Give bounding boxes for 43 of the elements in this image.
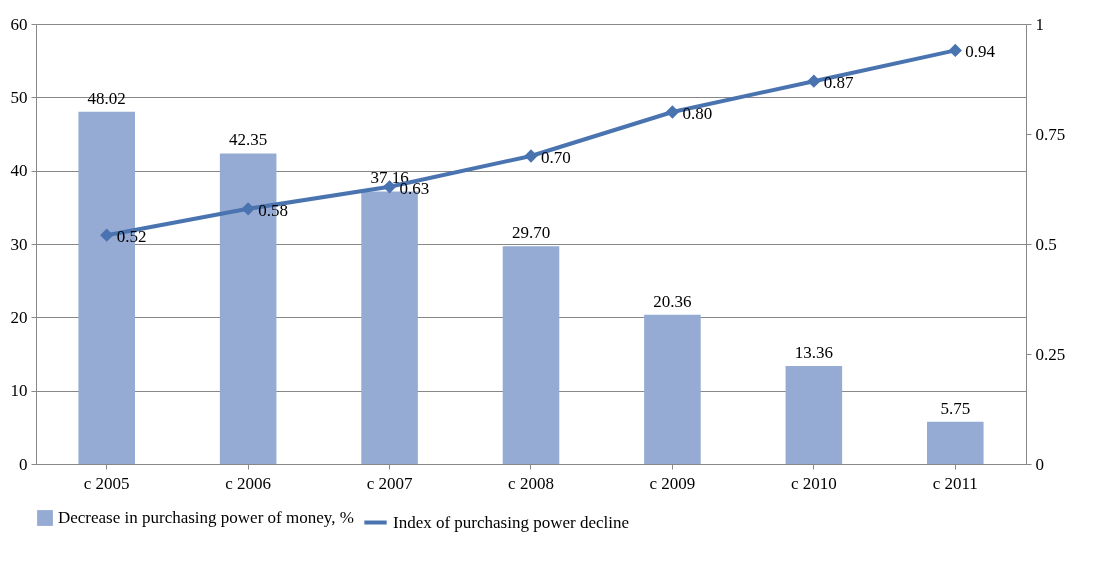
x-tick-label: c 2010 [790,473,837,493]
x-tick-label: c 2008 [508,473,554,493]
y2-tick-label: 1 [1035,14,1044,34]
data-label: 13.36 [794,343,833,363]
data-label: 29.70 [511,223,551,243]
data-label: 42.35 [229,130,268,150]
data-label: 0.52 [116,227,147,247]
y-tick-label: 20 [10,307,28,327]
point [666,105,679,119]
data-label: 48.02 [87,88,126,108]
y-tick-label: 60 [10,14,28,34]
x-tick-label: c 2006 [225,473,272,493]
y-tick-label: 50 [10,87,28,107]
x-tick-label: c 2007 [366,473,413,493]
y2-tick-label: 0 [1035,454,1044,474]
y2-tick-label: 0.75 [1035,124,1066,144]
y2-tick-label: 0.25 [1035,344,1066,364]
bar [644,314,701,464]
y-tick-label: 30 [10,234,28,254]
data-label: 0.87 [823,73,855,93]
point [241,202,255,216]
point [949,44,962,57]
x-tick-label: c 2011 [932,473,978,493]
data-label: 0.94 [965,42,996,62]
legend-label: Index of purchasing power decline [393,512,630,532]
data-label: 5.75 [940,398,971,418]
data-label: 0.80 [682,104,713,123]
point [524,149,538,163]
x-tick-label: c 2009 [649,473,696,493]
point [807,74,821,88]
x-tick-label: c 2005 [83,473,130,493]
y-tick-label: 10 [10,381,28,401]
legend-label: Decrease in purchasing power of money, % [58,508,354,527]
point [100,228,113,242]
y-tick-label: 0 [19,454,28,474]
data-label: 0.58 [258,200,288,220]
y-tick-label: 40 [10,161,28,181]
y2-tick-label: 0.5 [1035,234,1057,254]
bar [927,421,984,464]
data-label: 20.36 [653,291,692,311]
bar [785,366,843,464]
bar [502,246,560,464]
data-label: 0.70 [541,148,571,167]
